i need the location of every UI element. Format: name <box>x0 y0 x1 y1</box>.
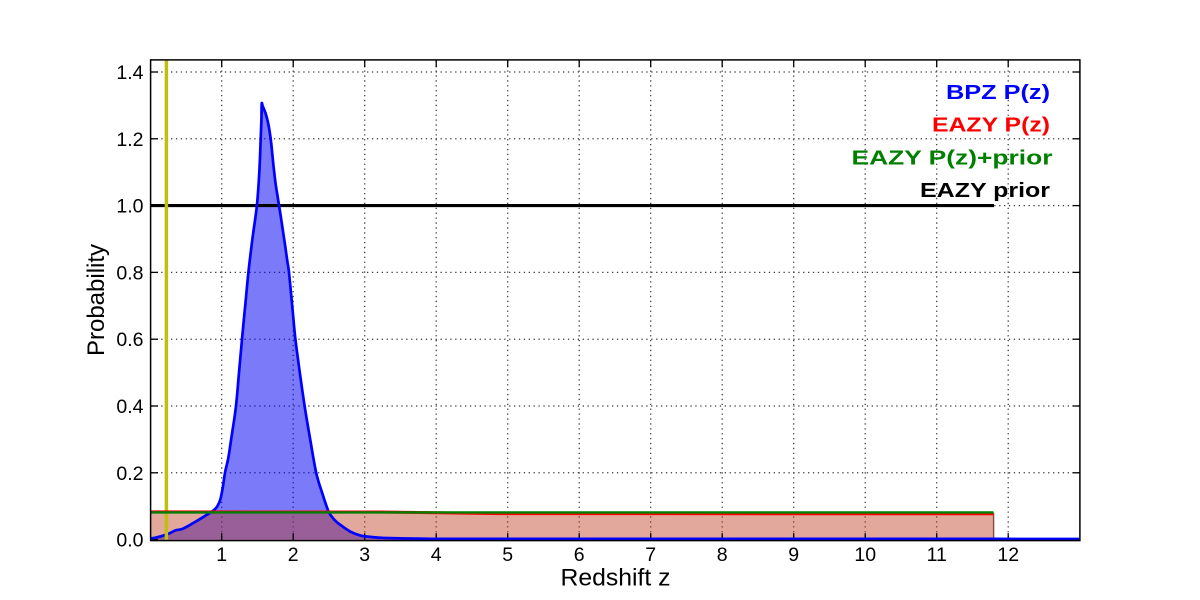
svg-text:6: 6 <box>574 544 585 566</box>
svg-text:1.4: 1.4 <box>116 62 143 84</box>
svg-text:5: 5 <box>502 544 513 566</box>
svg-text:8: 8 <box>717 544 728 566</box>
svg-text:10: 10 <box>854 544 876 566</box>
svg-text:1.2: 1.2 <box>116 129 143 151</box>
svg-text:9: 9 <box>788 544 799 566</box>
svg-text:EAZY P(z)+prior: EAZY P(z)+prior <box>852 147 1053 169</box>
svg-text:1.0: 1.0 <box>116 196 143 218</box>
svg-text:7: 7 <box>645 544 656 566</box>
svg-text:11: 11 <box>927 544 947 566</box>
svg-text:3: 3 <box>359 544 370 566</box>
svg-text:4: 4 <box>431 544 442 566</box>
svg-text:0.8: 0.8 <box>116 262 143 284</box>
svg-text:Probability: Probability <box>83 244 110 356</box>
svg-text:0.6: 0.6 <box>116 329 143 351</box>
svg-text:0.4: 0.4 <box>116 396 143 418</box>
svg-text:12: 12 <box>997 544 1019 566</box>
svg-text:0.0: 0.0 <box>116 530 143 552</box>
svg-text:1: 1 <box>216 544 227 566</box>
svg-text:EAZY P(z): EAZY P(z) <box>932 115 1050 137</box>
svg-text:EAZY prior: EAZY prior <box>920 180 1050 202</box>
svg-text:2: 2 <box>288 544 299 566</box>
svg-text:Redshift z: Redshift z <box>561 565 671 592</box>
svg-text:BPZ P(z): BPZ P(z) <box>946 82 1050 104</box>
svg-text:0.2: 0.2 <box>116 463 143 485</box>
